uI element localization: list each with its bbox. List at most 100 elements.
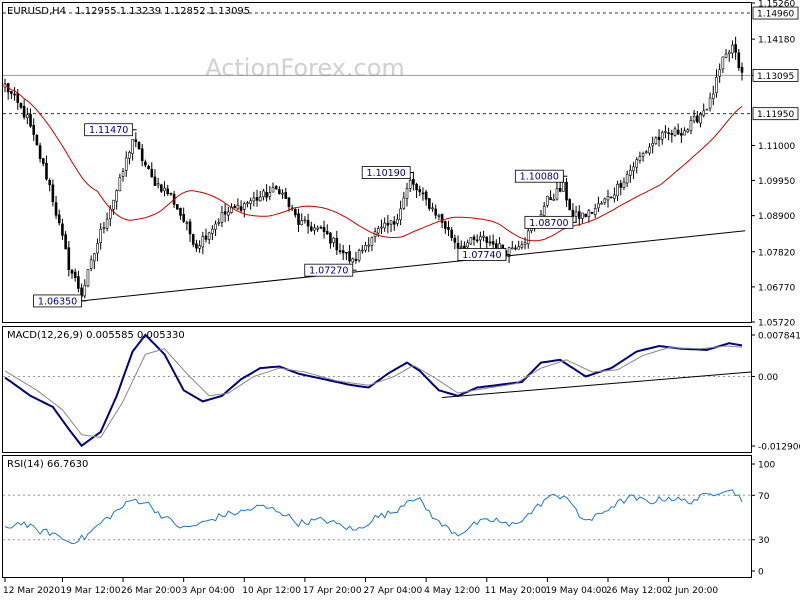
- candle-body: [635, 159, 639, 168]
- candle-body: [466, 242, 469, 248]
- candle-body: [29, 114, 32, 127]
- candle-body: [214, 223, 217, 230]
- candle: [590, 211, 594, 215]
- candle-body: [134, 139, 138, 143]
- candle-body: [718, 69, 721, 77]
- candle-body: [386, 222, 390, 226]
- time-axis-label: 26 May 12:00: [606, 586, 668, 596]
- candle: [415, 182, 418, 199]
- candle-body: [252, 197, 256, 202]
- watermark: ActionForex.com: [205, 54, 405, 82]
- candle: [54, 195, 58, 219]
- candle-body: [469, 237, 473, 245]
- candle: [689, 116, 693, 135]
- candle-body: [274, 186, 278, 190]
- macd-trendline: [442, 371, 752, 399]
- candle: [351, 257, 355, 264]
- annotation-box: [514, 169, 564, 183]
- candle: [131, 139, 134, 161]
- candle-body: [699, 113, 702, 124]
- candle-body: [54, 202, 58, 216]
- candle-body: [325, 231, 329, 235]
- candle: [396, 213, 399, 227]
- candle-body: [179, 207, 182, 216]
- candle-body: [463, 245, 466, 249]
- symbol-title: EURUSD,H4: [7, 6, 66, 17]
- candle: [61, 218, 64, 240]
- time-axis-label: 19 May 04:00: [545, 586, 607, 596]
- candle-body: [507, 247, 511, 257]
- price-level-label: 1.11950: [757, 110, 794, 120]
- candle: [654, 136, 658, 145]
- candle: [105, 212, 109, 232]
- price-axis-label: 1.15260: [758, 0, 795, 10]
- candle-body: [721, 56, 725, 70]
- candle: [86, 269, 90, 288]
- candle-body: [102, 227, 106, 229]
- price-annotation: 1.07270: [304, 263, 357, 277]
- candle: [332, 236, 335, 248]
- candle-body: [657, 136, 661, 140]
- candle: [294, 208, 297, 218]
- time-axis-label: 12 Mar 2020: [3, 586, 60, 596]
- candle: [475, 234, 479, 243]
- candle: [281, 189, 284, 199]
- candle-body: [472, 236, 476, 240]
- candle: [616, 180, 619, 202]
- candle-body: [734, 44, 737, 53]
- candle-body: [412, 179, 415, 185]
- candle: [204, 228, 208, 243]
- candle: [603, 197, 607, 206]
- candle: [242, 201, 246, 218]
- candle: [593, 203, 597, 219]
- candle-body: [166, 188, 170, 195]
- candle: [638, 151, 642, 164]
- candle-body: [61, 223, 64, 236]
- candle-body: [284, 192, 288, 199]
- price-level-tag: 1.11950: [752, 107, 799, 120]
- time-axis-label: 17 Apr 20:00: [303, 586, 362, 596]
- candle-body: [421, 192, 425, 195]
- candle-body: [70, 270, 74, 274]
- price-axis-label: 1.09950: [758, 177, 795, 187]
- candle-body: [555, 188, 559, 200]
- candle: [392, 216, 396, 231]
- price-level-tag: 1.14960: [752, 6, 799, 20]
- price-panel-title: EURUSD,H4 1.12955 1.13239 1.12852 1.1309…: [7, 6, 250, 17]
- candle-body: [651, 142, 654, 147]
- candle: [236, 198, 240, 211]
- candle-body: [32, 124, 36, 135]
- candle: [597, 196, 600, 213]
- candle: [676, 123, 680, 136]
- candle: [715, 69, 718, 98]
- candle-body: [45, 162, 48, 180]
- time-axis-label: 4 May 12:00: [424, 586, 480, 596]
- candle-body: [345, 251, 348, 254]
- candle-body: [195, 243, 198, 249]
- candle-body: [96, 243, 99, 254]
- candle-body: [376, 228, 380, 234]
- candle: [57, 209, 61, 226]
- annotation-box: [33, 294, 82, 308]
- candle-body: [447, 226, 450, 230]
- candle-body: [584, 213, 587, 217]
- candle: [635, 157, 639, 174]
- candle: [32, 118, 36, 141]
- candle-body: [574, 211, 578, 217]
- candle: [233, 203, 237, 209]
- candle: [258, 190, 262, 202]
- price-level-box: [752, 6, 799, 20]
- candle: [718, 63, 721, 83]
- candle: [144, 159, 147, 168]
- candle: [93, 252, 96, 270]
- candle-body: [319, 226, 323, 229]
- candle: [482, 230, 485, 242]
- price-annotation: 1.08700: [524, 215, 577, 229]
- candle-body: [156, 183, 160, 186]
- candle-body: [227, 211, 230, 216]
- candle: [147, 164, 150, 170]
- candle: [370, 236, 374, 252]
- candle-body: [211, 228, 214, 234]
- candle-body: [140, 148, 144, 162]
- candle-body: [549, 197, 552, 201]
